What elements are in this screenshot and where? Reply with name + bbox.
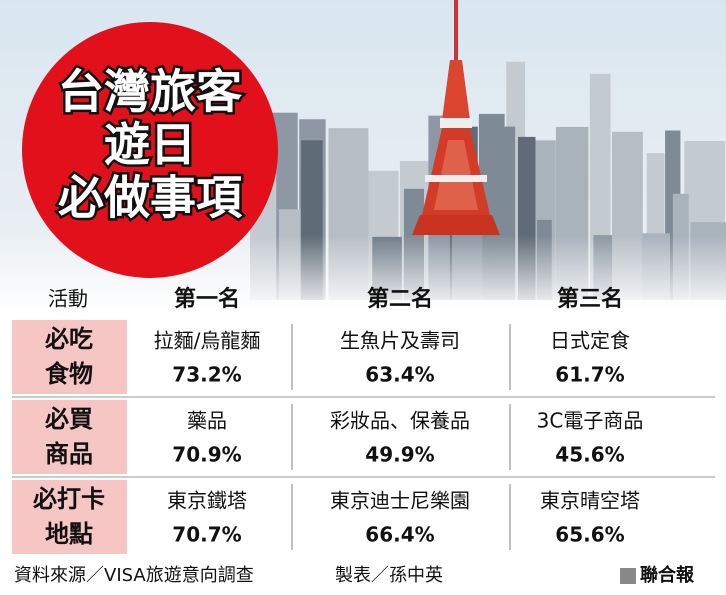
row-label: 必買 (45, 405, 93, 433)
row-label: 必吃 (45, 325, 93, 353)
row-label: 必打卡 (33, 485, 105, 513)
title-line: 必做事項 (58, 171, 243, 225)
item: 藥品 (187, 409, 227, 433)
footer: 資料來源／VISA旅遊意向調查 製表／孫中英 聯合報 (14, 564, 695, 586)
header-cell: 第二名 (367, 286, 433, 312)
share: 73.2% (172, 363, 241, 387)
row-label-bg (12, 320, 127, 394)
item: 彩妝品、保養品 (330, 409, 470, 433)
title-line: 台灣旅客 (58, 65, 242, 119)
row-label: 食物 (45, 360, 93, 388)
source: 資料來源／VISA旅遊意向調查 (14, 565, 254, 586)
publisher: 聯合報 (640, 564, 695, 586)
row-label-bg (12, 400, 127, 474)
row-label-bg (12, 480, 127, 554)
share: 63.4% (365, 363, 434, 387)
share: 45.6% (555, 443, 624, 467)
tokyo-tower (412, 0, 500, 235)
title-line: 遊日 (104, 118, 196, 172)
row-label: 地點 (45, 520, 93, 548)
item: 3C電子商品 (537, 409, 644, 433)
share: 61.7% (555, 363, 624, 387)
share: 49.9% (365, 443, 434, 467)
item: 拉麵/烏龍麵 (154, 329, 261, 353)
share: 70.9% (172, 443, 241, 467)
header-cell: 第三名 (557, 286, 623, 312)
producer: 製表／孫中英 (335, 565, 443, 586)
share: 65.6% (555, 523, 624, 547)
share: 66.4% (365, 523, 434, 547)
row-label: 商品 (45, 440, 93, 468)
publisher-mark (620, 568, 636, 584)
item: 東京迪士尼樂園 (330, 489, 470, 513)
header-cell: 活動 (48, 287, 88, 311)
item: 東京鐵塔 (167, 489, 247, 513)
item: 生魚片及壽司 (340, 329, 460, 353)
share: 70.7% (172, 523, 241, 547)
header-cell: 第一名 (174, 286, 240, 312)
item: 東京晴空塔 (540, 489, 640, 513)
item: 日式定食 (550, 329, 630, 353)
title-badge (22, 22, 278, 278)
